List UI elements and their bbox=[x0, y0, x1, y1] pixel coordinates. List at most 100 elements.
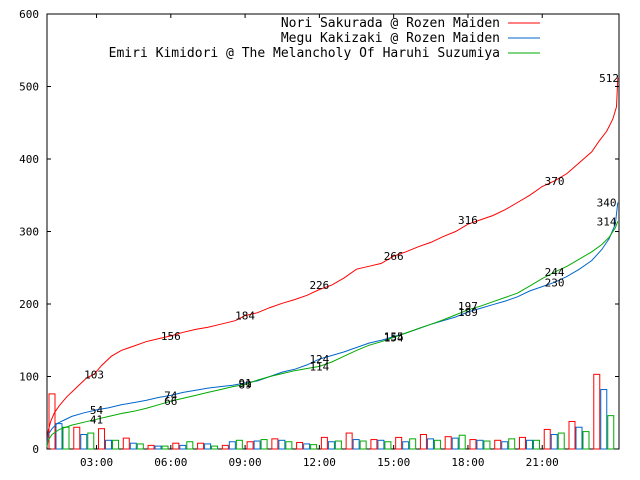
series-line-2 bbox=[46, 221, 619, 447]
hourly-bar bbox=[433, 439, 441, 450]
hourly-bar bbox=[334, 440, 342, 450]
hourly-bar bbox=[557, 432, 565, 450]
hourly-bar bbox=[147, 444, 155, 450]
hourly-bar bbox=[600, 389, 608, 450]
y-tick-label: 600 bbox=[19, 8, 39, 21]
hourly-bar bbox=[246, 441, 254, 450]
hourly-bar bbox=[211, 445, 219, 450]
data-label: 103 bbox=[84, 368, 104, 381]
hourly-bar bbox=[359, 440, 367, 450]
data-label: 230 bbox=[545, 276, 565, 289]
hourly-bar bbox=[87, 432, 95, 450]
hourly-bar bbox=[370, 439, 378, 450]
data-label: 314 bbox=[597, 215, 617, 228]
hourly-bar bbox=[525, 439, 533, 450]
hourly-bar bbox=[550, 434, 558, 450]
hourly-bar bbox=[296, 441, 304, 450]
data-label: 316 bbox=[458, 214, 478, 227]
x-tick-label: 09:00 bbox=[229, 456, 262, 469]
hourly-bar bbox=[80, 434, 88, 450]
y-tick-label: 100 bbox=[19, 371, 39, 384]
hourly-bar bbox=[395, 436, 403, 450]
data-label: 156 bbox=[161, 330, 181, 343]
hourly-bar bbox=[310, 444, 318, 450]
hourly-bar bbox=[426, 438, 434, 450]
hourly-bar bbox=[508, 438, 516, 450]
hourly-bar bbox=[352, 439, 360, 450]
hourly-bar bbox=[494, 439, 502, 450]
hourly-bar bbox=[129, 442, 137, 450]
hourly-bar bbox=[55, 423, 63, 450]
data-label: 266 bbox=[384, 250, 404, 263]
hourly-bar bbox=[98, 428, 106, 450]
hourly-bar bbox=[384, 441, 392, 450]
data-label: 244 bbox=[545, 266, 565, 279]
hourly-bar bbox=[532, 439, 540, 450]
hourly-bar bbox=[402, 441, 410, 450]
data-label: 512 bbox=[599, 72, 619, 85]
hourly-bar bbox=[543, 428, 551, 450]
data-label: 155 bbox=[384, 331, 404, 344]
x-tick-label: 06:00 bbox=[154, 456, 187, 469]
hourly-bar bbox=[593, 373, 601, 450]
value-annotations: 103 156 184 226 266 316 370 512 54 74 91 124 155 189 2… bbox=[84, 72, 619, 426]
data-label: 114 bbox=[309, 360, 329, 373]
legend-label: Megu Kakizaki @ Rozen Maiden bbox=[281, 31, 500, 46]
hourly-bar bbox=[444, 436, 452, 450]
data-label: 226 bbox=[309, 279, 329, 292]
hourly-bar bbox=[271, 438, 279, 450]
legend-label: Emiri Kimidori @ The Melancholy Of Haruh… bbox=[109, 46, 500, 61]
hourly-bar bbox=[303, 443, 311, 450]
x-axis: 03:00 06:00 09:00 12:00 15:00 18:00 21:00 bbox=[80, 14, 559, 469]
series-line-0 bbox=[46, 77, 619, 444]
x-tick-label: 12:00 bbox=[303, 456, 336, 469]
x-tick-label: 18:00 bbox=[451, 456, 484, 469]
series-line-1 bbox=[46, 202, 619, 446]
y-tick-label: 200 bbox=[19, 298, 39, 311]
hourly-bar bbox=[197, 442, 205, 450]
hourly-bar bbox=[327, 441, 335, 450]
hourly-bar bbox=[73, 426, 81, 450]
hourly-bar bbox=[409, 438, 417, 450]
hourly-bar bbox=[377, 439, 385, 450]
data-label: 197 bbox=[458, 300, 478, 313]
data-label: 184 bbox=[235, 310, 255, 323]
hourly-bar bbox=[518, 436, 526, 450]
hourly-bar bbox=[122, 437, 130, 450]
hourly-bar bbox=[476, 439, 484, 450]
y-tick-label: 300 bbox=[19, 226, 39, 239]
data-label: 66 bbox=[164, 395, 177, 408]
hourly-bar bbox=[483, 440, 491, 450]
hourly-bar bbox=[320, 436, 328, 450]
hourly-bar bbox=[172, 442, 180, 450]
data-label: 124 bbox=[309, 353, 329, 366]
data-label: 340 bbox=[597, 197, 617, 210]
hourly-bar bbox=[458, 434, 466, 450]
hourly-bar bbox=[186, 441, 194, 450]
y-axis: 0 100 200 300 400 500 600 bbox=[19, 8, 619, 456]
x-tick-label: 21:00 bbox=[526, 456, 559, 469]
hourly-bar bbox=[278, 439, 286, 450]
data-label: 41 bbox=[90, 413, 103, 426]
hourly-bar bbox=[419, 434, 427, 450]
plot-border bbox=[46, 13, 620, 450]
hourly-bar bbox=[607, 415, 615, 450]
hourly-bar bbox=[62, 426, 70, 450]
y-tick-label: 400 bbox=[19, 153, 39, 166]
hourly-bar bbox=[345, 432, 353, 450]
plot-frame bbox=[46, 13, 620, 450]
hourly-bar bbox=[154, 445, 162, 450]
hourly-bar bbox=[469, 439, 477, 450]
data-label: 154 bbox=[384, 331, 404, 344]
y-tick-label: 500 bbox=[19, 81, 39, 94]
hourly-bars bbox=[48, 373, 615, 450]
x-tick-label: 03:00 bbox=[80, 456, 113, 469]
series-lines bbox=[46, 77, 619, 447]
hourly-bar bbox=[582, 431, 590, 450]
hourly-bar bbox=[568, 420, 576, 450]
hourly-bar bbox=[501, 441, 509, 450]
hourly-bar bbox=[451, 437, 459, 450]
hourly-bar bbox=[161, 445, 169, 450]
